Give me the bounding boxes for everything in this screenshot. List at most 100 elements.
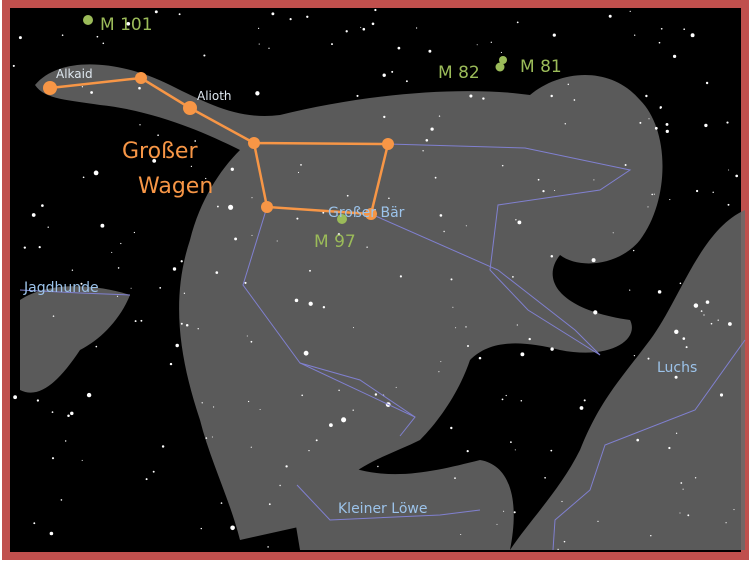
star — [440, 214, 443, 217]
star — [268, 48, 269, 49]
star — [382, 138, 394, 150]
star — [261, 201, 273, 213]
star — [568, 84, 569, 85]
star — [39, 246, 41, 248]
star — [41, 204, 44, 207]
star — [465, 326, 466, 327]
star — [502, 399, 504, 401]
star — [353, 410, 354, 411]
star — [231, 168, 234, 171]
star — [676, 433, 677, 434]
star — [439, 115, 440, 116]
star — [175, 344, 178, 347]
star — [383, 74, 386, 77]
star-label: Alioth — [197, 89, 232, 103]
star — [184, 293, 185, 294]
star — [248, 137, 260, 149]
star — [557, 549, 558, 550]
star — [673, 55, 676, 58]
star — [19, 36, 22, 39]
star — [300, 164, 302, 166]
star — [561, 501, 562, 502]
star — [139, 124, 140, 125]
star — [728, 204, 730, 206]
star — [455, 327, 456, 328]
asterism-label: Wagen — [138, 174, 213, 199]
star — [120, 243, 121, 244]
star — [134, 232, 135, 233]
star — [725, 522, 726, 523]
star — [428, 50, 431, 53]
star — [625, 164, 627, 166]
star — [372, 22, 375, 25]
object-label: M 101 — [100, 15, 153, 35]
star — [683, 489, 684, 490]
star — [83, 176, 85, 178]
star — [162, 445, 164, 447]
star — [658, 290, 662, 294]
star — [551, 255, 554, 258]
star — [383, 116, 385, 118]
star — [544, 477, 546, 479]
star — [267, 546, 269, 548]
constellation-label: Jagdhunde — [23, 280, 99, 296]
star — [186, 324, 189, 327]
star — [135, 72, 147, 84]
star — [501, 52, 502, 53]
star — [406, 80, 408, 82]
star — [609, 15, 612, 18]
star — [696, 190, 698, 192]
star — [400, 275, 402, 277]
star — [660, 106, 662, 108]
star — [153, 471, 155, 473]
star — [377, 466, 378, 467]
star — [398, 47, 401, 50]
star — [686, 346, 688, 348]
star — [251, 197, 252, 198]
star — [181, 323, 183, 325]
star — [554, 190, 555, 191]
star — [201, 528, 202, 529]
star — [279, 485, 280, 486]
star — [683, 28, 685, 30]
star — [388, 198, 390, 200]
star — [309, 270, 311, 272]
star — [234, 237, 237, 240]
star — [704, 124, 707, 127]
star — [597, 521, 598, 522]
star — [198, 328, 199, 329]
star — [33, 522, 35, 524]
star-map: M 101 M 82 M 81 Alkaid Alioth Großer Wag… — [0, 0, 751, 562]
star — [13, 65, 15, 67]
constellation-label: Großer Bär — [328, 205, 405, 221]
star — [251, 235, 252, 236]
asterism-label: Großer — [122, 139, 198, 164]
star — [82, 86, 83, 87]
star — [53, 315, 55, 317]
star — [90, 91, 93, 94]
star — [62, 34, 64, 36]
star — [215, 271, 218, 274]
star — [426, 139, 429, 142]
star — [517, 22, 519, 24]
star — [655, 127, 658, 130]
star — [72, 270, 73, 271]
star — [647, 206, 648, 207]
star — [691, 33, 695, 37]
star — [138, 87, 141, 90]
star — [396, 387, 397, 388]
star — [375, 393, 377, 395]
star — [510, 441, 512, 443]
star — [467, 345, 469, 347]
star — [443, 231, 444, 232]
star — [102, 42, 104, 44]
star — [202, 402, 203, 403]
constellation-label: Luchs — [657, 360, 697, 376]
star — [259, 44, 260, 45]
star — [496, 524, 497, 525]
star — [529, 338, 531, 340]
star — [728, 169, 729, 170]
star — [296, 218, 298, 220]
star — [308, 450, 309, 451]
star — [634, 355, 635, 356]
